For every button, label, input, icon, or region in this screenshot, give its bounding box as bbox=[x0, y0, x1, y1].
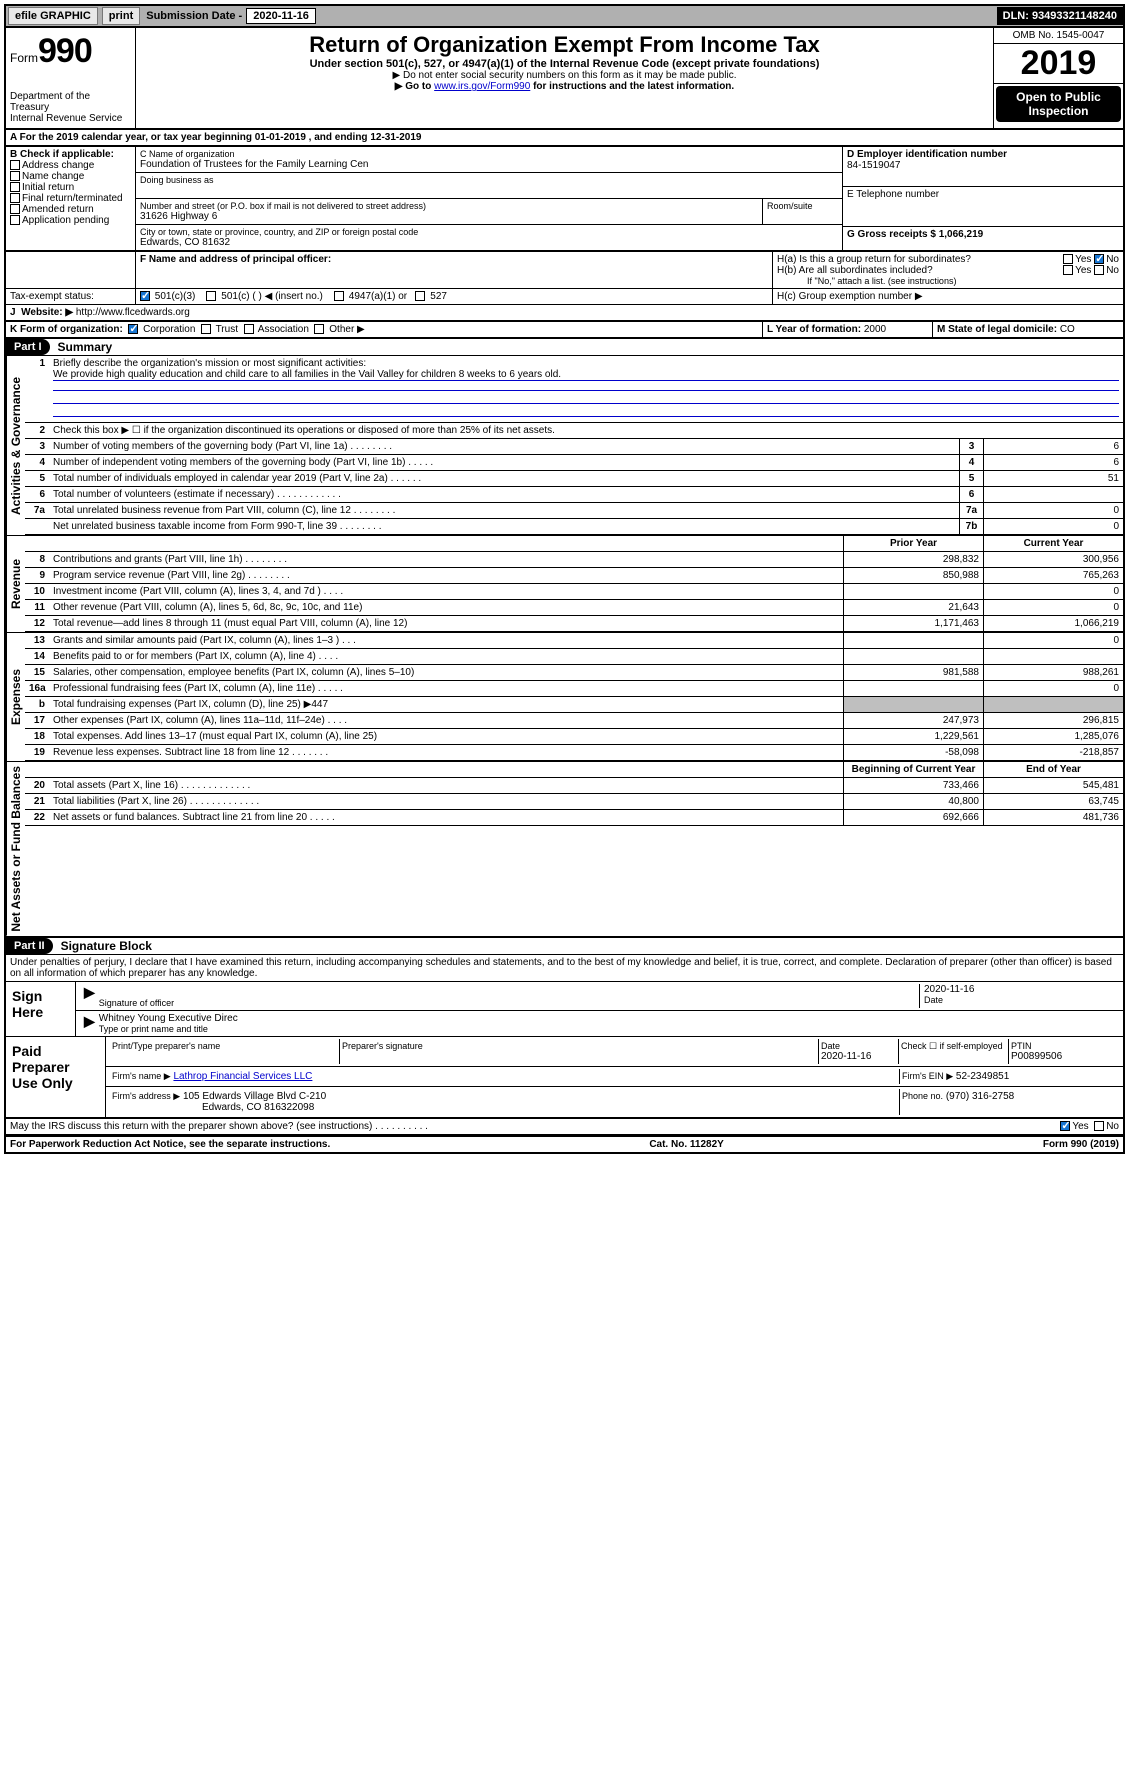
gov-label: Activities & Governance bbox=[6, 356, 25, 535]
chk-trust[interactable] bbox=[201, 324, 211, 334]
website-url: http://www.flcedwards.org bbox=[76, 307, 190, 318]
form-header: Form990 Department of the Treasury Inter… bbox=[4, 28, 1125, 130]
chk-amended[interactable]: Amended return bbox=[10, 204, 131, 215]
chk-initial[interactable]: Initial return bbox=[10, 182, 131, 193]
hb-label: H(b) Are all subordinates included? Yes … bbox=[777, 265, 1119, 276]
section-j: J Website: ▶ http://www.flcedwards.org bbox=[4, 305, 1125, 322]
line-a: A For the 2019 calendar year, or tax yea… bbox=[4, 130, 1125, 147]
ha-label: H(a) Is this a group return for subordin… bbox=[777, 254, 1119, 265]
tax-year: 2019 bbox=[994, 44, 1123, 84]
part1-header: Part I Summary bbox=[4, 339, 1125, 356]
chk-527[interactable] bbox=[415, 291, 425, 301]
part1-revenue: Revenue Prior YearCurrent Year 8Contribu… bbox=[4, 535, 1125, 632]
org-address: 31626 Highway 6 bbox=[140, 211, 758, 222]
addr-label: Number and street (or P.O. box if mail i… bbox=[140, 201, 758, 211]
part1-governance: Activities & Governance 1 Briefly descri… bbox=[4, 356, 1125, 535]
note-link: ▶ Go to www.irs.gov/Form990 for instruct… bbox=[140, 81, 989, 92]
form-number: Form990 bbox=[10, 32, 131, 71]
f-label: F Name and address of principal officer: bbox=[140, 254, 331, 265]
omb-number: OMB No. 1545-0047 bbox=[994, 28, 1123, 44]
firm-ein: 52-2349851 bbox=[956, 1071, 1009, 1082]
firm-link[interactable]: Lathrop Financial Services LLC bbox=[173, 1071, 312, 1082]
ein-value: 84-1519047 bbox=[847, 160, 1119, 171]
chk-pending[interactable]: Application pending bbox=[10, 215, 131, 226]
section-k-l-m: K Form of organization: Corporation Trus… bbox=[4, 322, 1125, 339]
c-name-label: C Name of organization bbox=[140, 149, 838, 159]
section-f-h: F Name and address of principal officer:… bbox=[4, 252, 1125, 289]
d-label: D Employer identification number bbox=[847, 149, 1007, 160]
chk-assoc[interactable] bbox=[244, 324, 254, 334]
section-b-to-g: B Check if applicable: Address change Na… bbox=[4, 147, 1125, 252]
g-label: G Gross receipts $ 1,066,219 bbox=[847, 229, 983, 240]
chk-501c3[interactable] bbox=[140, 291, 150, 301]
e-label: E Telephone number bbox=[847, 189, 1119, 200]
chk-corp[interactable] bbox=[128, 324, 138, 334]
firm-phone: (970) 316-2758 bbox=[946, 1091, 1014, 1102]
state-domicile: CO bbox=[1060, 324, 1075, 335]
exp-label: Expenses bbox=[6, 633, 25, 761]
discuss-row: May the IRS discuss this return with the… bbox=[4, 1119, 1125, 1136]
form-subtitle: Under section 501(c), 527, or 4947(a)(1)… bbox=[140, 58, 989, 70]
chk-final[interactable]: Final return/terminated bbox=[10, 193, 131, 204]
chk-501c[interactable] bbox=[206, 291, 216, 301]
submission-date: 2020-11-16 bbox=[246, 8, 316, 24]
irs-link[interactable]: www.irs.gov/Form990 bbox=[434, 81, 530, 92]
dba-label: Doing business as bbox=[140, 175, 838, 185]
section-i: Tax-exempt status: 501(c)(3) 501(c) ( ) … bbox=[4, 289, 1125, 305]
note-ssn: ▶ Do not enter social security numbers o… bbox=[140, 70, 989, 81]
year-formation: 2000 bbox=[864, 324, 886, 335]
page-footer: For Paperwork Reduction Act Notice, see … bbox=[4, 1136, 1125, 1154]
firm-addr: 105 Edwards Village Blvd C-210 bbox=[183, 1091, 326, 1102]
part2-header: Part II Signature Block bbox=[4, 938, 1125, 955]
print-button[interactable]: print bbox=[102, 7, 140, 25]
part1-netassets: Net Assets or Fund Balances Beginning of… bbox=[4, 761, 1125, 938]
sig-date: 2020-11-16 bbox=[924, 984, 1115, 995]
form-title: Return of Organization Exempt From Incom… bbox=[140, 32, 989, 58]
dln-label: DLN: 93493321148240 bbox=[997, 7, 1123, 25]
submission-label: Submission Date - bbox=[142, 10, 246, 22]
paid-preparer-block: Paid Preparer Use Only Print/Type prepar… bbox=[4, 1037, 1125, 1119]
chk-4947[interactable] bbox=[334, 291, 344, 301]
dept-label: Department of the Treasury Internal Reve… bbox=[10, 91, 131, 124]
inspection-badge: Open to Public Inspection bbox=[996, 86, 1121, 122]
ptin-value: P00899506 bbox=[1011, 1051, 1117, 1062]
perjury-text: Under penalties of perjury, I declare th… bbox=[4, 955, 1125, 982]
officer-name: Whitney Young Executive Direc bbox=[99, 1013, 1119, 1024]
discuss-yes[interactable] bbox=[1060, 1121, 1070, 1131]
b-label: B Check if applicable: bbox=[10, 149, 114, 160]
city-label: City or town, state or province, country… bbox=[140, 227, 838, 237]
efile-button[interactable]: efile GRAPHIC bbox=[8, 7, 98, 25]
top-toolbar: efile GRAPHIC print Submission Date - 20… bbox=[4, 4, 1125, 28]
hc-label: H(c) Group exemption number ▶ bbox=[773, 289, 1123, 304]
mission-text: We provide high quality education and ch… bbox=[53, 369, 1119, 381]
org-city: Edwards, CO 81632 bbox=[140, 237, 838, 248]
discuss-no[interactable] bbox=[1094, 1121, 1104, 1131]
hb-note: If "No," attach a list. (see instruction… bbox=[777, 276, 1119, 286]
rev-label: Revenue bbox=[6, 536, 25, 632]
org-name: Foundation of Trustees for the Family Le… bbox=[140, 159, 838, 170]
chk-other[interactable] bbox=[314, 324, 324, 334]
part1-expenses: Expenses 13Grants and similar amounts pa… bbox=[4, 632, 1125, 761]
chk-address[interactable]: Address change bbox=[10, 160, 131, 171]
room-label: Room/suite bbox=[767, 201, 838, 211]
net-label: Net Assets or Fund Balances bbox=[6, 762, 25, 936]
sign-here-block: Sign Here ▶ Signature of officer 2020-11… bbox=[4, 982, 1125, 1037]
chk-name[interactable]: Name change bbox=[10, 171, 131, 182]
